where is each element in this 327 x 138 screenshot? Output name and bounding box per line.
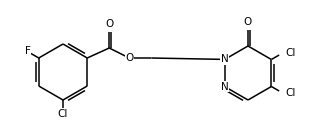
Text: O: O <box>244 17 252 27</box>
Text: O: O <box>125 53 133 63</box>
Text: F: F <box>25 47 30 56</box>
Text: Cl: Cl <box>58 109 68 119</box>
Text: O: O <box>105 19 113 29</box>
Text: N: N <box>221 55 229 64</box>
Text: Cl: Cl <box>285 88 296 99</box>
Text: N: N <box>221 82 229 91</box>
Text: Cl: Cl <box>285 47 296 58</box>
